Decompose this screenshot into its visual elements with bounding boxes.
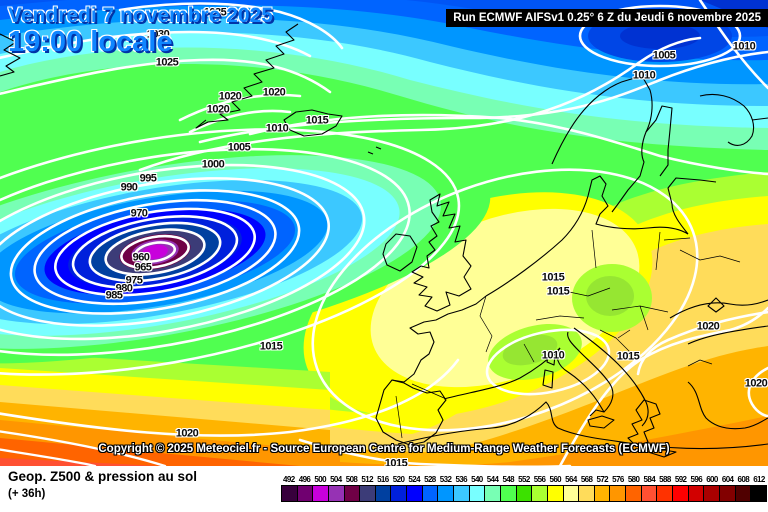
legend-swatch	[751, 486, 766, 501]
legend-swatch	[485, 486, 501, 501]
legend-value: 544	[486, 475, 499, 484]
z500-color-legend: 492 496 500 504 508 512 516 520 524 528 532 536 540 5…	[281, 475, 767, 502]
legend-swatch	[454, 486, 470, 501]
legend-value: 568	[580, 475, 593, 484]
legend-value: 492	[283, 475, 295, 484]
legend-swatch	[735, 486, 752, 501]
legend-swatch	[391, 486, 408, 501]
isobar-lines	[0, 0, 768, 466]
legend-value: 504	[330, 475, 342, 484]
legend-value: 552	[518, 475, 530, 484]
legend-value: 580	[627, 475, 640, 484]
legend-swatch	[469, 486, 486, 501]
legend-value: 596	[690, 475, 703, 484]
legend-swatch	[422, 486, 439, 501]
legend-swatch	[360, 486, 376, 501]
legend-value: 564	[565, 475, 577, 484]
legend-value: 500	[314, 475, 326, 484]
legend-swatch	[297, 486, 314, 501]
legend-value: 588	[659, 475, 671, 484]
legend-value: 532	[439, 475, 452, 484]
legend-swatch	[673, 486, 689, 501]
legend-swatch	[438, 486, 455, 501]
legend-swatch	[547, 486, 564, 501]
legend-swatch-row	[281, 485, 767, 502]
legend-values-row: 492 496 500 504 508 512 516 520 524 528 532 536 540 5…	[281, 475, 767, 485]
legend-swatch	[563, 486, 580, 501]
legend-value: 600	[706, 475, 718, 484]
legend-swatch	[641, 486, 658, 501]
legend-value: 612	[753, 475, 765, 484]
legend-value: 604	[721, 475, 734, 484]
legend-swatch	[516, 486, 533, 501]
legend-value: 508	[345, 475, 358, 484]
legend-swatch	[704, 486, 720, 501]
product-title: Geop. Z500 & pression au sol	[8, 469, 198, 484]
legend-value: 520	[392, 475, 405, 484]
legend-value: 540	[471, 475, 483, 484]
valid-date: Vendredi 7 novembre 2025	[8, 4, 273, 27]
legend-value: 556	[533, 475, 546, 484]
legend-value: 536	[455, 475, 467, 484]
footer-strip: Geop. Z500 & pression au sol (+ 36h) 492…	[0, 466, 768, 512]
legend-value: 512	[361, 475, 373, 484]
legend-value: 572	[596, 475, 609, 484]
legend-swatch	[313, 486, 329, 501]
legend-value: 528	[424, 475, 436, 484]
legend-value: 496	[298, 475, 311, 484]
copyright-line: Copyright © 2025 Meteociel.fr - Source E…	[98, 443, 670, 455]
legend-value: 576	[612, 475, 624, 484]
legend-value: 592	[674, 475, 687, 484]
legend-value: 608	[737, 475, 750, 484]
legend-value: 524	[408, 475, 420, 484]
legend-swatch	[610, 486, 627, 501]
legend-swatch	[344, 486, 361, 501]
legend-swatch	[594, 486, 611, 501]
legend-swatch	[532, 486, 548, 501]
legend-swatch	[626, 486, 642, 501]
legend-swatch	[328, 486, 345, 501]
legend-value: 560	[549, 475, 562, 484]
map-title-block: Vendredi 7 novembre 2025 19:00 locale	[8, 4, 273, 57]
legend-swatch	[579, 486, 595, 501]
weather-map: 1035 1030 1025 1020 1020 1020 1015 1010 1005 1000…	[0, 0, 768, 469]
legend-value: 584	[643, 475, 656, 484]
legend-swatch	[719, 486, 736, 501]
legend-swatch	[688, 486, 705, 501]
legend-swatch	[500, 486, 517, 501]
legend-swatch	[657, 486, 674, 501]
legend-swatch	[282, 486, 298, 501]
z500-pressure-chart	[0, 0, 768, 466]
valid-time: 19:00 locale	[8, 26, 173, 58]
run-info-box: Run ECMWF AIFSv1 0.25° 6 Z du Jeudi 6 no…	[446, 9, 768, 27]
coastlines	[0, 23, 768, 458]
legend-value: 548	[502, 475, 515, 484]
forecast-step: (+ 36h)	[8, 488, 46, 500]
legend-swatch	[375, 486, 392, 501]
legend-value: 516	[377, 475, 389, 484]
legend-swatch	[407, 486, 423, 501]
